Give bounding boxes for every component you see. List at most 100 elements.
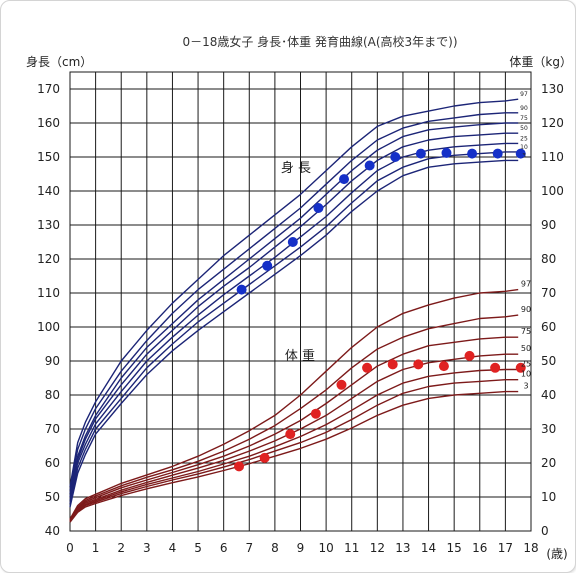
grid: [69, 71, 532, 532]
y-right-tick-label: 110: [541, 150, 564, 164]
height-point: [390, 152, 401, 162]
x-tick-label: 6: [220, 541, 228, 555]
x-tick-label: 17: [498, 541, 513, 555]
weight-point: [464, 350, 475, 361]
weight-curve-p97: [69, 288, 519, 520]
weight-point: [438, 361, 449, 372]
y-right-tick-label: 80: [541, 252, 556, 266]
weight-curve-p75: [69, 336, 519, 521]
y-left-tick-label: 110: [37, 286, 60, 300]
weight-curve-p10: [69, 379, 519, 522]
height-curve-p97: [69, 98, 519, 487]
weight-point: [362, 362, 373, 373]
x-tick-label: 10: [318, 541, 333, 555]
weight-curve-p90: [69, 314, 519, 521]
y-right-tick-label: 130: [541, 82, 564, 96]
height-point: [236, 284, 247, 295]
weight-percentile-label: 10: [521, 370, 531, 379]
y-left-tick-label: 170: [37, 82, 60, 96]
x-tick-label: 9: [297, 541, 305, 555]
percentile-curves: [69, 98, 519, 523]
y-right-tick-label: 10: [541, 490, 556, 504]
chart-title: 0－18歳女子 身長･体重 発育曲線(A(高校3年まで)): [182, 34, 457, 49]
y-right-tick-label: 0: [541, 524, 549, 538]
plot-area-border: [69, 71, 532, 532]
y-right-tick-label: 30: [541, 422, 556, 436]
x-tick-label: 18: [523, 541, 538, 555]
height-point: [441, 147, 452, 158]
y-left-tick-label: 160: [37, 116, 60, 130]
x-tick-label: 11: [344, 541, 359, 555]
weight-point: [413, 359, 424, 370]
y-left-tick-label: 70: [45, 422, 60, 436]
height-point: [492, 148, 503, 159]
height-point: [313, 203, 324, 213]
weight-point: [336, 379, 347, 390]
y-left-tick-label: 60: [45, 456, 60, 470]
y-left-tick-label: 100: [37, 320, 60, 334]
weight-curve-p50: [69, 353, 519, 522]
y-axis-right-label: 体重（kg）: [509, 55, 572, 69]
y-axis-left-label: 身長（cm）: [26, 54, 92, 69]
height-percentile-label: 97: [520, 91, 528, 98]
x-tick-label: 0: [66, 541, 74, 555]
y-right-tick-label: 100: [541, 184, 564, 198]
height-percentile-label: 90: [520, 105, 528, 112]
x-tick-label: 14: [421, 541, 436, 555]
x-tick-label: 7: [245, 541, 253, 555]
height-point: [287, 237, 298, 247]
x-tick-label: 4: [169, 541, 177, 555]
y-left-tick-label: 130: [37, 218, 60, 232]
height-point: [339, 174, 350, 185]
tick-labels: 0 1 2 3 4 5 6 7 8 9 10 11 12 13 14 15 16 17 18405060708090…: [37, 82, 564, 555]
x-tick-label: 3: [143, 541, 151, 555]
y-left-tick-label: 150: [37, 150, 60, 164]
y-left-tick-label: 140: [37, 184, 60, 198]
weight-point: [387, 359, 398, 370]
y-right-tick-label: 20: [541, 456, 556, 470]
weight-percentile-label: 75: [521, 327, 531, 336]
x-axis-unit-label: (歳): [546, 547, 567, 561]
x-tick-label: 8: [271, 541, 279, 555]
y-right-tick-label: 70: [541, 286, 556, 300]
weight-point: [310, 408, 321, 419]
weight-point: [285, 429, 296, 440]
weight-percentile-label: 50: [521, 344, 531, 353]
weight-point: [515, 362, 526, 373]
y-left-tick-label: 50: [45, 490, 60, 504]
weight-point: [490, 362, 501, 373]
y-left-tick-label: 120: [37, 252, 60, 266]
weight-point: [259, 452, 270, 463]
height-percentile-label: 25: [520, 135, 528, 142]
x-tick-label: 12: [370, 541, 385, 555]
weight-point: [234, 461, 245, 472]
weight-curve-p3: [69, 390, 519, 523]
x-tick-label: 15: [447, 541, 462, 555]
x-tick-label: 5: [194, 541, 202, 555]
height-curve-p90: [69, 112, 519, 491]
data-points: [234, 147, 526, 472]
x-tick-label: 16: [472, 541, 487, 555]
y-left-tick-label: 80: [45, 388, 60, 402]
height-point: [515, 148, 526, 159]
weight-percentile-label: 97: [521, 280, 531, 289]
y-right-tick-label: 40: [541, 388, 556, 402]
x-tick-label: 2: [117, 541, 125, 555]
weight-percentile-label: 90: [521, 305, 531, 314]
height-percentile-label: 3: [522, 152, 526, 159]
weight-percentile-label: 3: [523, 382, 528, 391]
height-curve-p3: [69, 159, 519, 508]
x-tick-label: 13: [395, 541, 410, 555]
height-point: [415, 148, 426, 159]
height-section-label: 身 長: [281, 160, 311, 176]
weight-curve-p25: [69, 368, 519, 522]
height-curve-p75: [69, 122, 519, 494]
height-percentile-label: 50: [520, 125, 528, 132]
y-right-tick-label: 50: [541, 354, 556, 368]
y-left-tick-label: 90: [45, 354, 60, 368]
height-point: [364, 160, 375, 171]
height-percentile-label: 75: [520, 115, 528, 122]
x-tick-label: 1: [92, 541, 100, 555]
